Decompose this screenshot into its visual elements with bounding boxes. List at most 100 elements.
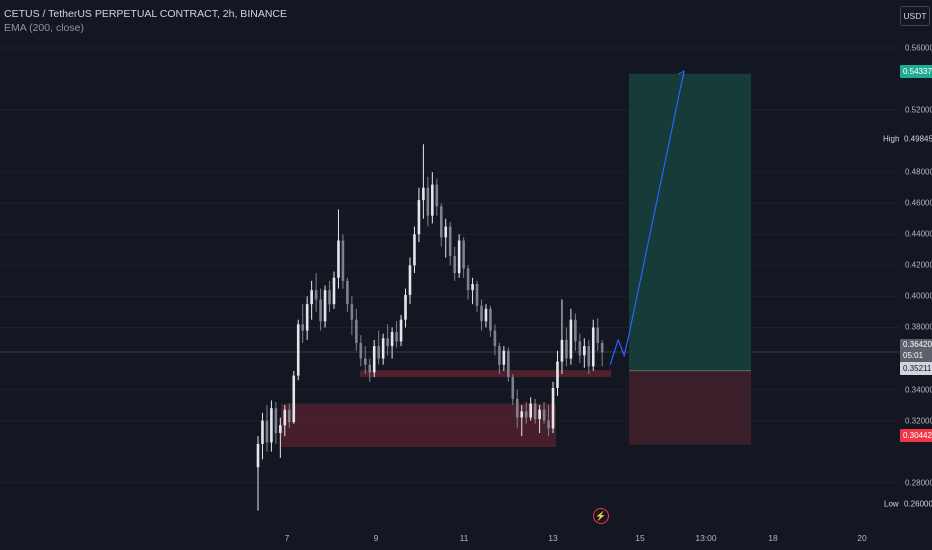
candle-body <box>502 350 506 365</box>
lightning-icon[interactable]: ⚡ <box>593 508 609 524</box>
candle-body <box>301 324 304 331</box>
time-tick-label: 7 <box>284 533 290 543</box>
candle-body <box>444 226 448 238</box>
candle-body <box>484 308 488 322</box>
candle-body <box>413 234 416 266</box>
price-tick-label: 0.44000 <box>905 229 932 239</box>
demand-zone-upper <box>360 370 611 378</box>
time-tick-label: 11 <box>459 533 469 543</box>
price-tick-label: 0.48000 <box>905 167 932 177</box>
candle-body <box>346 280 349 305</box>
candle-body <box>578 341 582 356</box>
demand-zones <box>281 370 611 448</box>
candle-body <box>475 283 479 306</box>
candle-body <box>270 408 273 443</box>
candle-body <box>431 184 434 216</box>
candle-body <box>520 411 524 418</box>
candle-body <box>574 319 577 342</box>
candle-body <box>368 364 372 373</box>
candle-body <box>292 375 296 423</box>
candle-body <box>560 339 564 362</box>
candle-body <box>457 240 461 274</box>
candle-body <box>296 324 300 376</box>
chart-legend: CETUS / TetherUS PERPETUAL CONTRACT, 2h,… <box>4 7 287 35</box>
candle-body <box>332 277 336 305</box>
candle-body <box>274 408 278 434</box>
candle-body <box>372 346 376 373</box>
current-price-tag: 0.36420 05:01 <box>900 339 932 363</box>
candle-body <box>556 361 559 389</box>
candle-body <box>350 304 354 320</box>
price-tick-label: 0.42000 <box>905 260 932 270</box>
candle-body <box>305 304 309 331</box>
candle-body <box>287 409 291 423</box>
candle-body <box>359 342 363 359</box>
candle-body <box>265 420 269 443</box>
stop-price-tag: 0.30442 <box>900 429 932 442</box>
candlestick-series <box>256 144 604 511</box>
candle-body <box>422 187 425 201</box>
candle-body <box>319 299 322 322</box>
time-tick-label: 13 <box>548 533 558 543</box>
candle-body <box>529 403 532 418</box>
candle-body <box>426 187 430 216</box>
candle-body <box>395 332 398 342</box>
candle-body <box>355 319 358 343</box>
candle-body <box>542 409 546 421</box>
price-tick-label: 0.38000 <box>905 322 932 332</box>
indicator-label[interactable]: EMA (200, close) <box>4 22 84 34</box>
candle-body <box>507 350 510 378</box>
candle-body <box>587 346 591 367</box>
time-tick-label: 18 <box>768 533 778 543</box>
candle-body <box>551 388 555 429</box>
demand-zone-lower <box>281 403 556 448</box>
candle-body <box>466 268 470 291</box>
candle-body <box>417 200 421 235</box>
candle-body <box>515 398 519 418</box>
candle-body <box>310 290 313 305</box>
candle-body <box>386 338 389 347</box>
candle-body <box>498 346 501 365</box>
candle-body <box>538 409 541 420</box>
candle-body <box>261 420 264 444</box>
candle-body <box>591 327 595 367</box>
candle-body <box>341 240 345 281</box>
candle-body <box>408 265 412 295</box>
candle-body <box>314 290 318 300</box>
candle-body <box>377 346 380 359</box>
candle-body <box>533 403 537 420</box>
price-tick-label: 0.56000 <box>905 43 932 53</box>
stop-zone <box>629 370 751 445</box>
price-tick-label: 0.52000 <box>905 105 932 115</box>
symbol-title[interactable]: CETUS / TetherUS PERPETUAL CONTRACT, 2h,… <box>4 8 287 20</box>
candle-body <box>511 377 515 399</box>
currency-unit-button[interactable]: USDT <box>900 6 930 26</box>
candle-body <box>279 425 282 434</box>
candle-body <box>435 184 439 207</box>
target-price-tag: 0.54337 <box>900 65 932 78</box>
candle-countdown: 05:01 <box>903 351 924 360</box>
price-tick-label: 0.28000 <box>905 478 932 488</box>
high-label: High <box>883 134 900 144</box>
candle-body <box>493 330 497 347</box>
low-label: Low <box>884 499 899 509</box>
long-position-tool <box>629 73 751 445</box>
candle-body <box>283 409 287 426</box>
candle-body <box>404 294 407 320</box>
candle-body <box>323 290 327 322</box>
candle-body <box>583 346 586 356</box>
candle-body <box>399 319 403 342</box>
candle-body <box>453 256 456 274</box>
candle-body <box>337 240 340 278</box>
low-value: 0.26000 <box>904 499 932 509</box>
projection-arrow <box>609 70 685 365</box>
candle-body <box>448 226 452 257</box>
candle-body <box>569 319 573 359</box>
projection-arrowhead <box>677 70 685 79</box>
candle-body <box>328 290 331 305</box>
time-tick-label: 15 <box>635 533 645 543</box>
time-tick-label: 9 <box>373 533 379 543</box>
candle-body <box>524 411 528 418</box>
price-tick-label: 0.46000 <box>905 198 932 208</box>
